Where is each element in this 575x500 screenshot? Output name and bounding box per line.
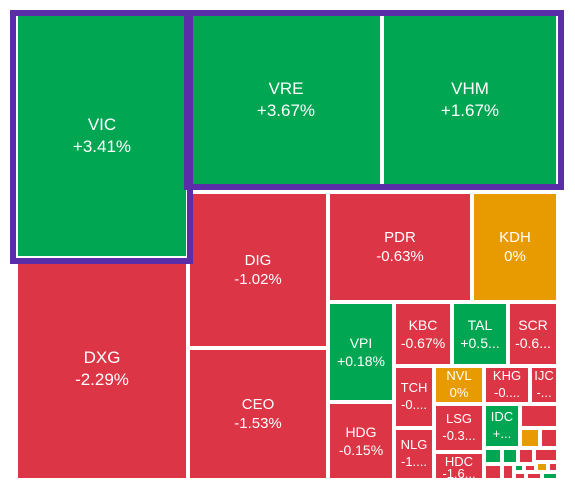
tile-change: -1.02% xyxy=(234,271,282,288)
tile-pdr[interactable]: PDR -0.63% xyxy=(328,192,472,302)
tile-symbol: KBC xyxy=(408,316,438,333)
tile-vic[interactable]: VIC +3.41% xyxy=(16,14,188,258)
tile-hdg[interactable]: HDG -0.15% xyxy=(328,402,394,480)
tile-t8[interactable] xyxy=(540,428,558,448)
tile-symbol: LSG xyxy=(445,411,472,427)
tile-kbc[interactable]: KBC -0.67% xyxy=(394,302,452,366)
tile-change: -1.6... xyxy=(442,466,476,478)
tile-symbol: VPI xyxy=(349,334,373,351)
tile-change: +3.41% xyxy=(72,137,132,156)
tile-vpi[interactable]: VPI +0.18% xyxy=(328,302,394,402)
tile-t6[interactable] xyxy=(484,464,502,480)
tile-symbol: NVL xyxy=(446,368,472,384)
tile-symbol: TCH xyxy=(400,380,428,396)
tile-t7[interactable] xyxy=(520,428,540,448)
tile-t3[interactable] xyxy=(502,448,518,464)
tile-t12[interactable] xyxy=(536,462,548,472)
tile-change: -2.29% xyxy=(75,370,129,389)
tile-change: -0.3... xyxy=(442,428,476,443)
tile-t14[interactable] xyxy=(514,472,526,480)
tile-symbol: TAL xyxy=(467,316,493,333)
tile-tch[interactable]: TCH -0.... xyxy=(394,366,434,428)
tile-t13[interactable] xyxy=(548,462,558,472)
tile-khg[interactable]: KHG -0.... xyxy=(484,366,530,404)
tile-symbol: NLG xyxy=(400,437,428,453)
tile-tal[interactable]: TAL +0.5... xyxy=(452,302,508,366)
tile-vre[interactable]: VRE +3.67% xyxy=(190,14,382,186)
tile-symbol: DXG xyxy=(83,347,121,367)
tile-symbol: VRE xyxy=(268,78,304,98)
tile-t9[interactable] xyxy=(502,464,514,480)
tile-dxg[interactable]: DXG -2.29% xyxy=(16,258,188,480)
tile-change: -0.6... xyxy=(515,335,551,351)
tile-change: 0% xyxy=(504,248,526,265)
tile-t1[interactable] xyxy=(520,404,558,428)
tile-symbol: PDR xyxy=(384,228,416,246)
tile-change: +0.18% xyxy=(337,353,385,369)
tile-symbol: KHG xyxy=(492,368,522,384)
tile-nvl[interactable]: NVL 0% xyxy=(434,366,484,404)
tile-t4[interactable] xyxy=(518,448,534,464)
tile-change: 0% xyxy=(449,385,469,400)
tile-t10[interactable] xyxy=(514,464,524,472)
tile-symbol: IDC xyxy=(490,409,514,425)
tile-hdc[interactable]: HDC -1.6... xyxy=(434,452,484,480)
tile-dig[interactable]: DIG -1.02% xyxy=(188,192,328,348)
tile-change: -0.15% xyxy=(338,442,384,458)
tile-symbol: SCR xyxy=(518,316,548,333)
tile-symbol: KDH xyxy=(499,228,531,246)
tile-symbol: HDG xyxy=(345,423,377,440)
tile-change: -1.53% xyxy=(234,415,282,432)
tile-change: -... xyxy=(536,385,552,400)
tile-change: +... xyxy=(492,426,512,441)
tile-change: -0.... xyxy=(400,397,427,412)
tile-t2[interactable] xyxy=(484,448,502,464)
tile-symbol: CEO xyxy=(241,395,275,413)
tile-change: +3.67% xyxy=(256,101,316,120)
tile-symbol: VIC xyxy=(87,114,117,134)
tile-t11[interactable] xyxy=(524,464,536,472)
tile-nlg[interactable]: NLG -1.... xyxy=(394,428,434,480)
tile-change: -0.... xyxy=(493,385,520,400)
tile-change: -0.63% xyxy=(376,248,424,265)
tile-change: +1.67% xyxy=(440,101,500,120)
tile-t16[interactable] xyxy=(542,472,558,480)
tile-symbol: VHM xyxy=(451,78,489,98)
tile-t5[interactable] xyxy=(534,448,558,462)
tile-change: -1.... xyxy=(400,454,427,469)
tile-ijc[interactable]: IJC -... xyxy=(530,366,558,404)
tile-lsg[interactable]: LSG -0.3... xyxy=(434,404,484,452)
tile-symbol: HDC xyxy=(444,454,474,466)
tile-symbol: IJC xyxy=(534,368,554,384)
tile-change: -0.67% xyxy=(400,335,446,351)
tile-t15[interactable] xyxy=(526,472,542,480)
tile-idc[interactable]: IDC +... xyxy=(484,404,520,448)
tile-scr[interactable]: SCR -0.6... xyxy=(508,302,558,366)
tile-kdh[interactable]: KDH 0% xyxy=(472,192,558,302)
tile-symbol: DIG xyxy=(244,251,272,269)
tile-vhm[interactable]: VHM +1.67% xyxy=(382,14,558,186)
tile-change: +0.5... xyxy=(460,335,500,351)
tile-ceo[interactable]: CEO -1.53% xyxy=(188,348,328,480)
